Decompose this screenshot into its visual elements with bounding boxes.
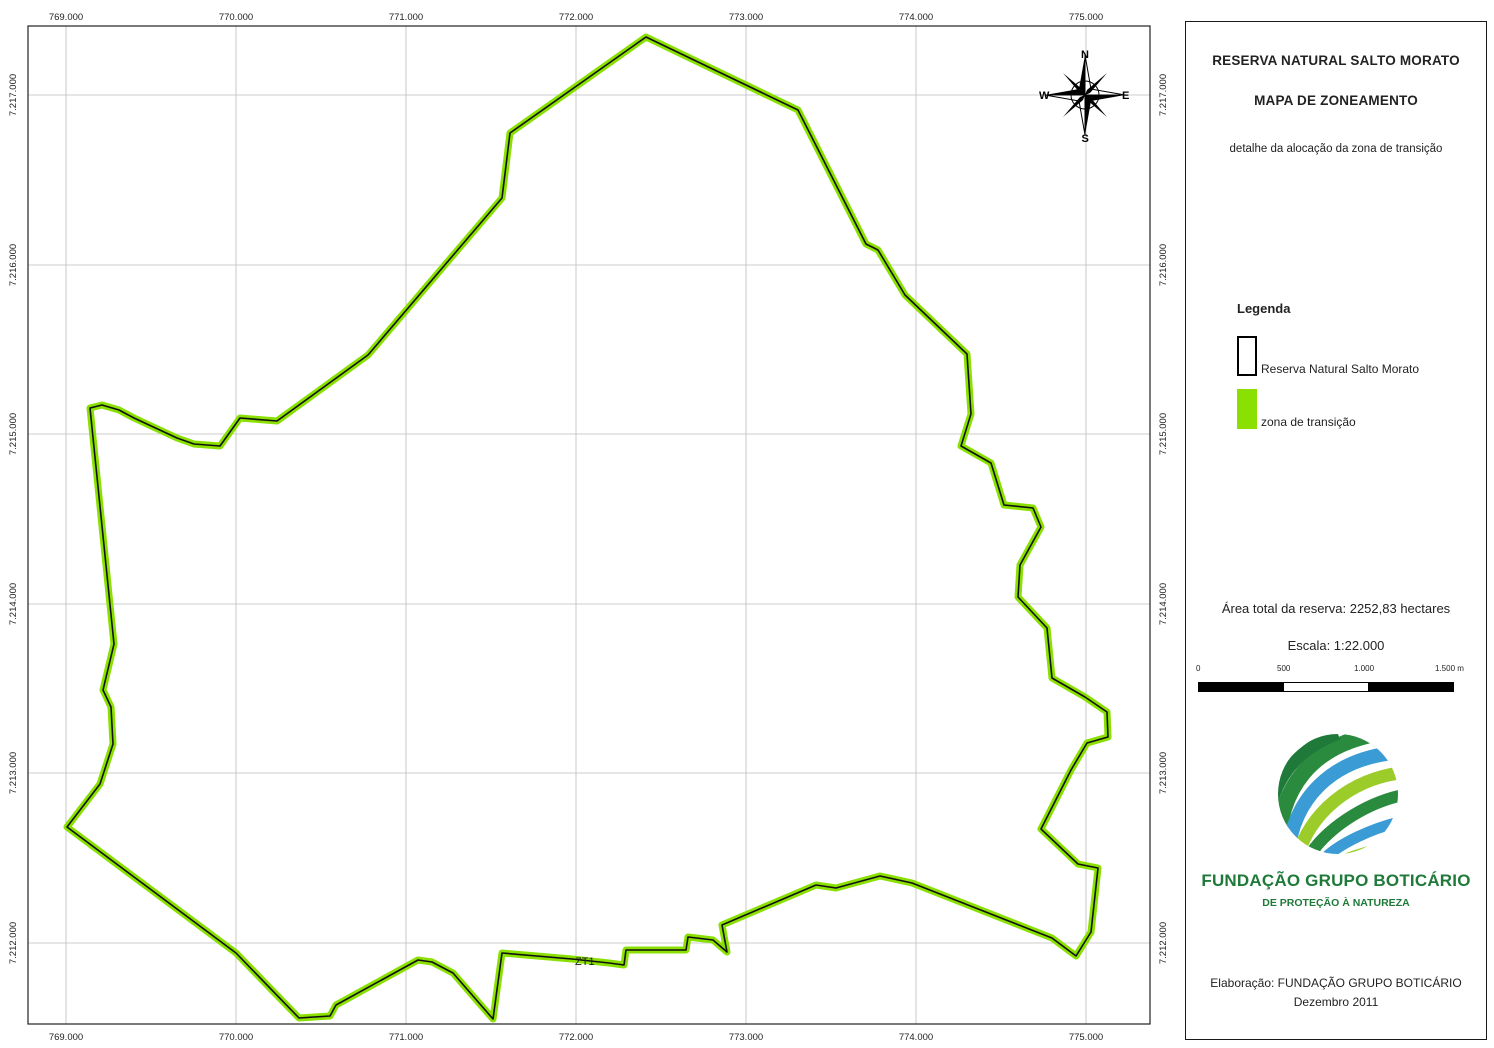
x-tick-label: 775.000 — [1069, 12, 1103, 23]
legend-label-reserve: Reserva Natural Salto Morato — [1261, 362, 1420, 376]
x-tick-label: 770.000 — [219, 12, 253, 23]
legend-swatch-transition — [1237, 389, 1257, 429]
map-info-panel: RESERVA NATURAL SALTO MORATO MAPA DE ZON… — [1185, 21, 1487, 1040]
x-tick-label: 772.000 — [559, 1032, 593, 1043]
compass-n: N — [1081, 49, 1089, 61]
logo-name: FUNDAÇÃO GRUPO BOTICÁRIO — [1201, 871, 1471, 890]
scale-bar-segment — [1368, 682, 1454, 692]
map-view[interactable]: 769.000 769.000 770.000 770.000 771.000 771.0… — [0, 0, 1180, 1048]
reserve-boundary-line — [66, 36, 1109, 1020]
credit-line-2: Dezembro 2011 — [1293, 995, 1379, 1009]
scale-tick-0: 0 — [1196, 664, 1201, 673]
compass-s: S — [1082, 133, 1089, 145]
reserve-boundary — [66, 36, 1109, 1020]
credit-line-1: Elaboração: FUNDAÇÃO GRUPO BOTICÁRIO — [1210, 976, 1462, 990]
y-tick-label: 7.213.000 — [8, 752, 19, 794]
map-grid — [28, 26, 1150, 1024]
y-tick-label: 7.214.000 — [1158, 583, 1169, 625]
transition-zone — [63, 33, 1112, 1023]
map-frame — [27, 25, 1151, 1025]
x-tick-label: 773.000 — [729, 1032, 763, 1043]
x-tick-label: 769.000 — [49, 12, 83, 23]
x-tick-label: 773.000 — [729, 12, 763, 23]
scale-tick-1000: 1.000 — [1354, 664, 1375, 673]
map-subtitle: MAPA DE ZONEAMENTO — [1254, 93, 1418, 108]
x-tick-label: 770.000 — [219, 1032, 253, 1043]
scale-bar-segment — [1198, 682, 1284, 692]
y-tick-label: 7.216.000 — [8, 244, 19, 286]
scale-tick-1500: 1.500 m — [1435, 664, 1464, 673]
x-tick-label: 772.000 — [559, 12, 593, 23]
map-description: detalhe da alocação da zona de transição — [1229, 143, 1443, 155]
scale-tick-500: 500 — [1277, 664, 1291, 673]
compass-e: E — [1122, 90, 1129, 102]
y-tick-label: 7.213.000 — [1158, 752, 1169, 794]
logo-tagline: DE PROTEÇÃO À NATUREZA — [1262, 897, 1410, 909]
y-tick-label: 7.214.000 — [8, 583, 19, 625]
x-tick-label: 774.000 — [899, 12, 933, 23]
scale-bar — [1198, 682, 1454, 692]
y-tick-label: 7.212.000 — [8, 922, 19, 964]
fundacao-logo-icon — [1278, 734, 1398, 854]
y-tick-label: 7.217.000 — [8, 74, 19, 116]
y-tick-label: 7.212.000 — [1158, 922, 1169, 964]
scale-bar-segment — [1283, 682, 1369, 692]
legend-label-transition: zona de transição — [1261, 415, 1356, 429]
x-tick-label: 771.000 — [389, 12, 423, 23]
total-area-text: Área total da reserva: 2252,83 hectares — [1221, 601, 1451, 616]
zone-label: ZT1 — [575, 956, 595, 968]
scale-text: Escala: 1:22.000 — [1287, 638, 1385, 653]
map-tick-labels: 769.000 769.000 770.000 770.000 771.000 771.0… — [8, 12, 1169, 1043]
transition-zone-band — [63, 33, 1112, 1023]
compass-rose-icon: N S E W — [1039, 49, 1129, 145]
y-tick-label: 7.216.000 — [1158, 244, 1169, 286]
x-tick-label: 769.000 — [49, 1032, 83, 1043]
legend-title: Legenda — [1237, 301, 1291, 316]
y-tick-label: 7.217.000 — [1158, 74, 1169, 116]
y-tick-label: 7.215.000 — [8, 413, 19, 455]
legend-swatch-reserve — [1237, 336, 1257, 376]
x-tick-label: 775.000 — [1069, 1032, 1103, 1043]
x-tick-label: 774.000 — [899, 1032, 933, 1043]
compass-w: W — [1039, 90, 1050, 102]
map-title: RESERVA NATURAL SALTO MORATO — [1212, 53, 1460, 68]
y-tick-label: 7.215.000 — [1158, 413, 1169, 455]
x-tick-label: 771.000 — [389, 1032, 423, 1043]
